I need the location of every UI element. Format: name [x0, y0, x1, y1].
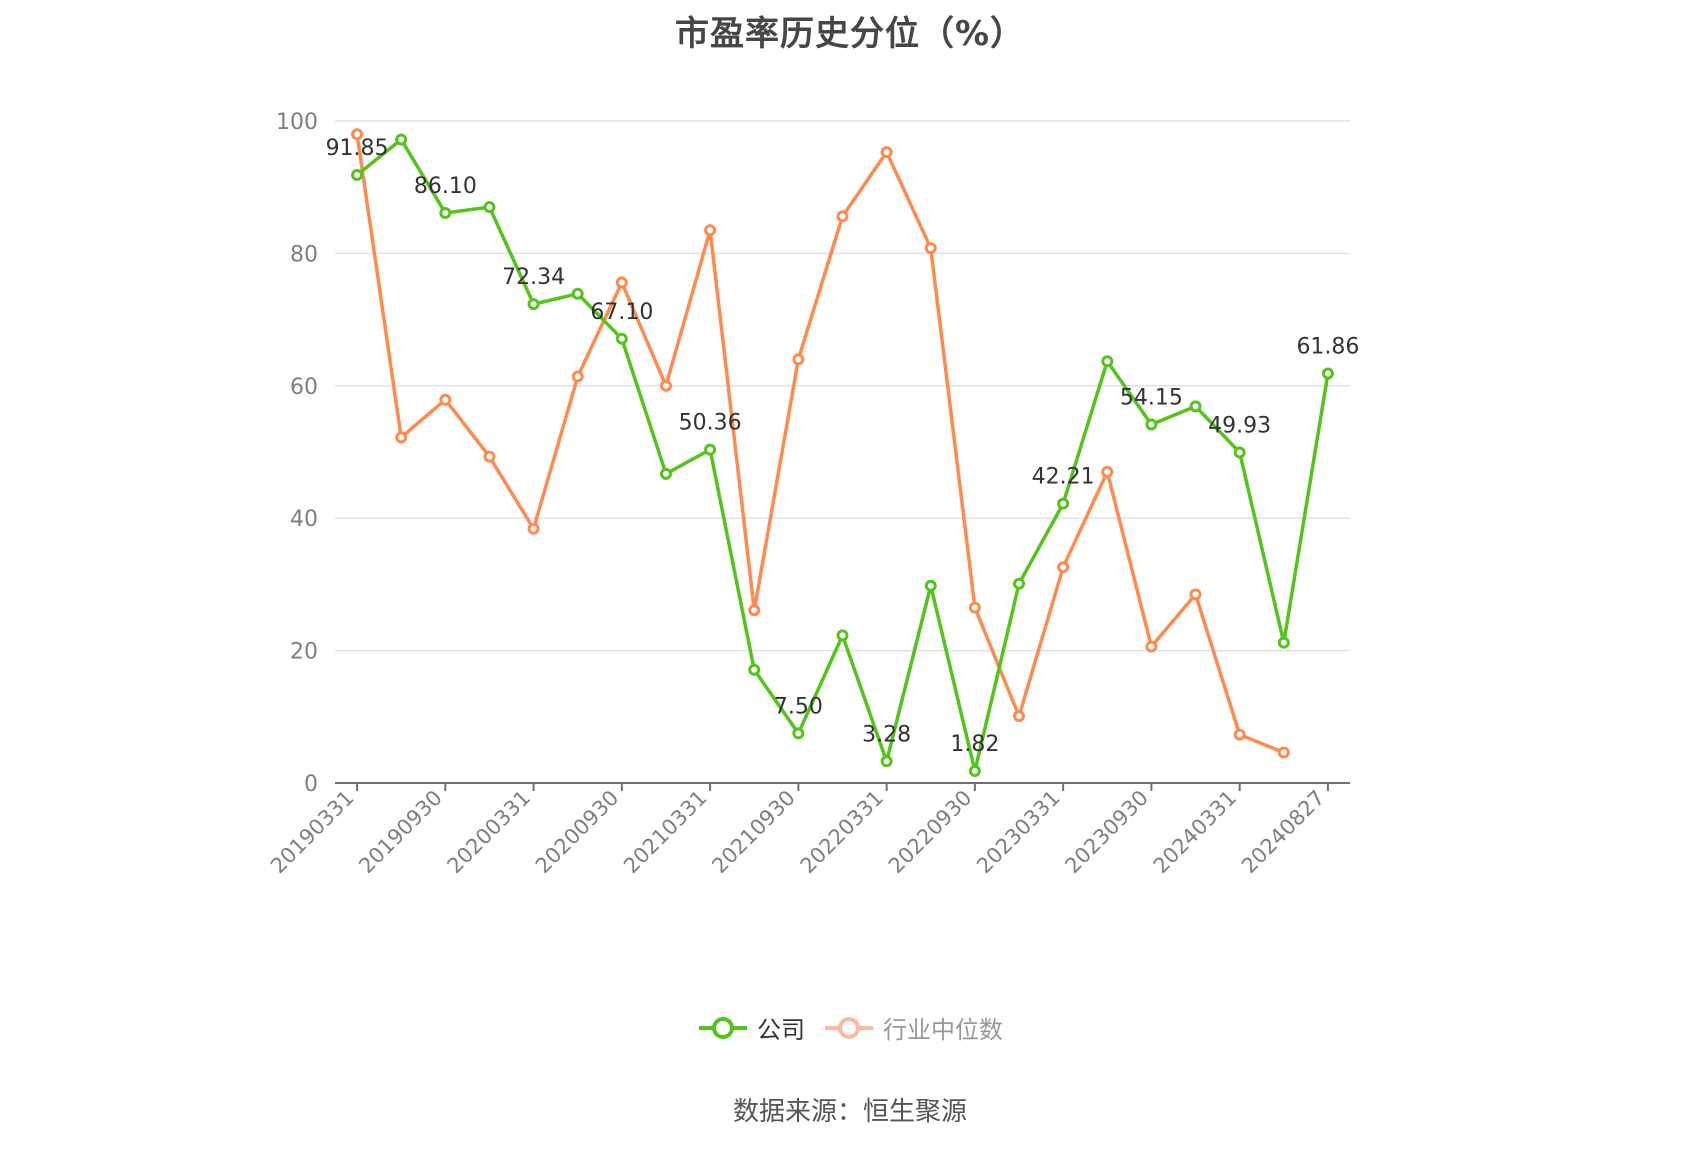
data-point-marker[interactable] — [1057, 561, 1070, 574]
legend-item-company[interactable]: 公司 — [697, 1010, 805, 1045]
data-label: 86.10 — [414, 174, 477, 199]
data-point-marker[interactable] — [615, 332, 628, 345]
data-point-marker[interactable] — [615, 276, 628, 289]
y-tick-label: 100 — [276, 110, 318, 135]
y-tick-label: 0 — [304, 772, 318, 797]
data-point-marker[interactable] — [571, 287, 584, 300]
data-point-marker[interactable] — [924, 579, 937, 592]
data-source-note: 数据来源：恒生聚源 — [732, 1097, 967, 1127]
series-lines — [351, 128, 1334, 777]
gridlines — [335, 120, 1350, 652]
x-tick-label: 20200331 — [443, 786, 536, 879]
data-point-marker[interactable] — [395, 431, 408, 444]
x-tick-label: 20210331 — [619, 786, 712, 879]
data-point-marker[interactable] — [659, 379, 672, 392]
y-tick-label: 20 — [290, 640, 318, 665]
data-label: 7.50 — [774, 694, 823, 719]
data-point-marker[interactable] — [659, 467, 672, 480]
legend-label-company: 公司 — [757, 1016, 805, 1044]
data-point-marker[interactable] — [1145, 418, 1158, 431]
chart-title: 市盈率历史分位（%） — [674, 14, 1026, 54]
data-point-marker[interactable] — [1277, 636, 1290, 649]
data-point-marker[interactable] — [1321, 367, 1334, 380]
data-point-marker[interactable] — [1013, 577, 1026, 590]
data-point-marker[interactable] — [1101, 465, 1114, 478]
legend-label-industry-median: 行业中位数 — [883, 1016, 1003, 1044]
x-tick-label: 20230930 — [1060, 786, 1153, 879]
data-point-marker[interactable] — [395, 133, 408, 146]
data-point-marker[interactable] — [1189, 588, 1202, 601]
data-label: 3.28 — [862, 722, 911, 747]
series-line — [355, 133, 1285, 755]
data-point-marker[interactable] — [527, 522, 540, 535]
axes: 0 20 40 60 80 100 2019033120190930202003312020… — [266, 110, 1350, 878]
x-tick-label: 20240827 — [1237, 786, 1330, 879]
data-label: 42.21 — [1032, 465, 1095, 490]
data-point-marker[interactable] — [836, 210, 849, 223]
data-point-marker[interactable] — [571, 370, 584, 383]
data-point-marker[interactable] — [439, 207, 452, 220]
data-point-marker[interactable] — [1189, 400, 1202, 413]
data-point-marker[interactable] — [527, 298, 540, 311]
data-point-marker[interactable] — [1233, 446, 1246, 459]
series-line — [355, 137, 1330, 773]
data-point-marker[interactable] — [968, 764, 981, 777]
data-point-marker[interactable] — [924, 242, 937, 255]
data-point-marker[interactable] — [483, 450, 496, 463]
data-point-marker[interactable] — [748, 663, 761, 676]
line-circle-marker-icon — [699, 1016, 747, 1039]
data-point-marker[interactable] — [1233, 728, 1246, 741]
data-point-marker[interactable] — [1145, 640, 1158, 653]
data-point-marker[interactable] — [704, 224, 717, 237]
data-point-marker[interactable] — [880, 146, 893, 159]
data-label: 67.10 — [590, 300, 653, 325]
legend: 公司 行业中位数 — [0, 1010, 1700, 1045]
data-label: 49.93 — [1208, 413, 1271, 438]
data-point-marker[interactable] — [1101, 355, 1114, 368]
x-tick-label: 20220331 — [796, 786, 889, 879]
x-tick-label: 20240331 — [1149, 786, 1242, 879]
y-tick-label: 80 — [290, 242, 318, 267]
data-point-marker[interactable] — [1277, 746, 1290, 759]
data-point-marker[interactable] — [351, 128, 364, 141]
data-point-marker[interactable] — [968, 601, 981, 614]
data-point-marker[interactable] — [1013, 710, 1026, 723]
data-label: 91.85 — [326, 136, 389, 161]
data-point-marker[interactable] — [439, 393, 452, 406]
data-label: 54.15 — [1120, 386, 1183, 411]
data-label: 1.82 — [950, 732, 999, 757]
y-tick-label: 60 — [290, 375, 318, 400]
data-label: 72.34 — [502, 265, 565, 290]
data-point-marker[interactable] — [483, 201, 496, 214]
data-point-marker[interactable] — [351, 168, 364, 181]
data-label: 61.86 — [1296, 334, 1359, 359]
data-labels: 91.85 86.10 72.34 67.10 50.36 7.50 3.28 1.82 42.… — [326, 136, 1360, 757]
x-tick-label: 20190930 — [354, 786, 447, 879]
data-point-marker[interactable] — [836, 629, 849, 642]
data-point-marker[interactable] — [792, 353, 805, 366]
x-tick-label: 20210930 — [707, 786, 800, 879]
x-tick-label: 20200930 — [531, 786, 624, 879]
data-point-marker[interactable] — [704, 443, 717, 456]
x-tick-label: 20230331 — [972, 786, 1065, 879]
y-tick-label: 40 — [290, 507, 318, 532]
data-point-marker[interactable] — [880, 755, 893, 768]
data-point-marker[interactable] — [1057, 497, 1070, 510]
line-circle-marker-icon — [825, 1016, 873, 1039]
x-tick-label: 20190331 — [266, 786, 359, 879]
data-point-marker[interactable] — [748, 604, 761, 617]
x-tick-label: 20220930 — [884, 786, 977, 879]
legend-item-industry-median[interactable]: 行业中位数 — [823, 1010, 1003, 1045]
data-point-marker[interactable] — [792, 727, 805, 740]
data-label: 50.36 — [679, 411, 742, 436]
